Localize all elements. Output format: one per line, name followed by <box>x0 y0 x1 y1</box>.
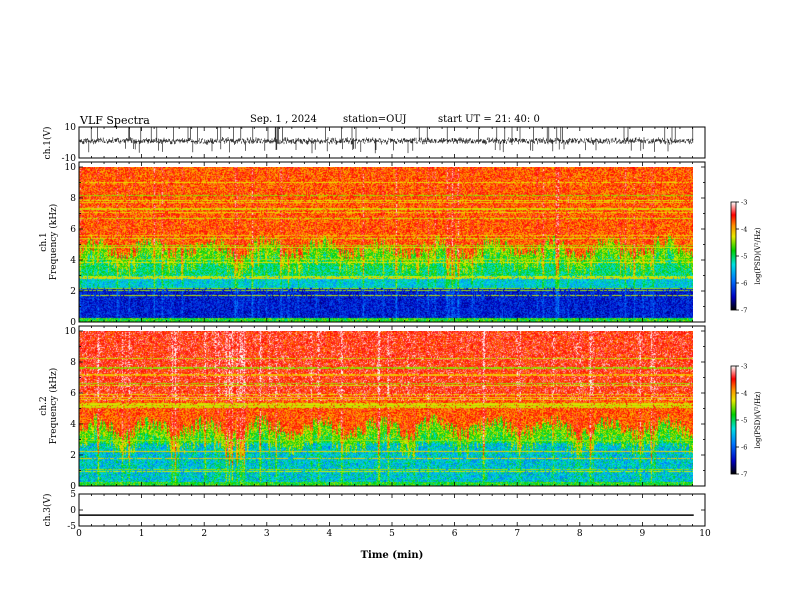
ch1-spectrogram-image <box>79 167 693 322</box>
x-tick-label: 10 <box>699 529 711 539</box>
colorbar-tick-label: -6 <box>741 280 747 288</box>
ch2-spectrogram-panel: 0 2 4 6 8 10 ch.2 Frequency (kHz) <box>39 325 706 492</box>
y-tick-label: 6 <box>70 225 76 235</box>
y-tick-label: 10 <box>65 163 77 173</box>
colorbar-tick-label: -4 <box>741 226 747 234</box>
y-tick-label: 2 <box>70 287 76 297</box>
x-tick-label: 4 <box>327 529 333 539</box>
ch2-colorbar: -3 -4 -5 -6 -7 log(PSD)(V²/Hz) <box>730 363 762 479</box>
ch1-waveform-frame <box>78 126 706 159</box>
ch1-colorbar-label: log(PSD)(V²/Hz) <box>754 227 762 284</box>
date-label: Sep. 1 , 2024 <box>250 114 317 125</box>
figure-title: VLF Spectra <box>80 114 150 127</box>
ch1-spectrogram-ylabel-channel: ch.1 <box>39 232 49 251</box>
x-tick-label: 0 <box>76 529 82 539</box>
colorbar-tick-label: -6 <box>741 444 747 452</box>
y-tick-label: 10 <box>65 123 77 133</box>
ch1-waveform-trace <box>79 127 694 154</box>
x-tick-label: 2 <box>201 529 207 539</box>
y-tick-label: 4 <box>70 420 76 430</box>
ch3-waveform-frame <box>78 493 706 527</box>
ch1-spectrogram-ticks: 0 2 4 6 8 10 <box>65 162 706 328</box>
y-tick-label: -10 <box>62 154 77 164</box>
start-time-label: start UT = 21: 40: 0 <box>438 114 540 125</box>
y-tick-label: 6 <box>70 389 76 399</box>
colorbar-tick-label: -7 <box>741 471 747 479</box>
y-tick-label: 0 <box>70 482 76 492</box>
ch1-colorbar-ticks: -3 -4 -5 -6 -7 <box>736 199 747 315</box>
ch1-spectrogram-panel: 0 2 4 6 8 10 ch.1 Frequency (kHz) <box>39 161 706 328</box>
x-tick-label: 8 <box>577 529 583 539</box>
colorbar-tick-label: -4 <box>741 390 747 398</box>
ch3-waveform-panel: 50-50 1 2 3 4 5 6 7 8 9 10 ch.3(V) Time (min) <box>42 490 711 561</box>
ch3-ylabel: ch.3(V) <box>42 494 53 527</box>
y-tick-label: 0 <box>70 318 76 328</box>
ch1-ylabel: ch.1(V) <box>42 127 53 160</box>
colorbar-tick-label: -5 <box>741 253 747 261</box>
ch2-colorbar-ticks: -3 -4 -5 -6 -7 <box>736 363 747 479</box>
ch2-spectrogram-image <box>79 331 693 486</box>
x-tick-label: 7 <box>514 529 520 539</box>
x-tick-label: 1 <box>139 529 145 539</box>
ch3-waveform-ticks: 50-50 1 2 3 4 5 6 7 8 9 10 <box>67 490 711 539</box>
ch1-waveform-ticks: 10 -10 <box>62 123 706 164</box>
x-tick-label: 6 <box>452 529 458 539</box>
y-tick-label: 0 <box>70 506 76 516</box>
y-tick-label: 8 <box>70 358 76 368</box>
y-tick-label: 5 <box>70 490 76 500</box>
ch1-waveform-line <box>79 127 694 154</box>
ch1-waveform-panel: 10 -10 ch.1(V) <box>42 123 706 164</box>
colorbar-tick-label: -5 <box>741 417 747 425</box>
y-tick-label: 10 <box>65 327 77 337</box>
station-label: station=OUJ <box>343 114 407 125</box>
colorbar-tick-label: -3 <box>741 199 747 207</box>
ch1-spectrogram-ylabel-frequency: Frequency (kHz) <box>48 204 59 281</box>
y-tick-label: -5 <box>67 522 76 532</box>
ch2-colorbar-gradient <box>730 365 737 475</box>
colorbar-tick-label: -3 <box>741 363 747 371</box>
x-tick-label: 9 <box>640 529 646 539</box>
x-tick-label: 3 <box>264 529 270 539</box>
ch2-spectrogram-ticks: 0 2 4 6 8 10 <box>65 326 706 492</box>
ch2-spectrogram-ylabel-channel: ch.2 <box>39 396 49 415</box>
y-tick-label: 4 <box>70 256 76 266</box>
ch2-colorbar-label: log(PSD)(V²/Hz) <box>754 391 762 448</box>
x-axis-label: Time (min) <box>361 550 424 561</box>
colorbar-tick-label: -7 <box>741 307 747 315</box>
y-tick-label: 8 <box>70 194 76 204</box>
ch1-colorbar: -3 -4 -5 -6 -7 log(PSD)(V²/Hz) <box>730 199 762 315</box>
ch1-colorbar-gradient <box>730 201 737 311</box>
x-tick-label: 5 <box>389 529 395 539</box>
ch2-spectrogram-ylabel-frequency: Frequency (kHz) <box>48 368 59 445</box>
y-tick-label: 2 <box>70 451 76 461</box>
